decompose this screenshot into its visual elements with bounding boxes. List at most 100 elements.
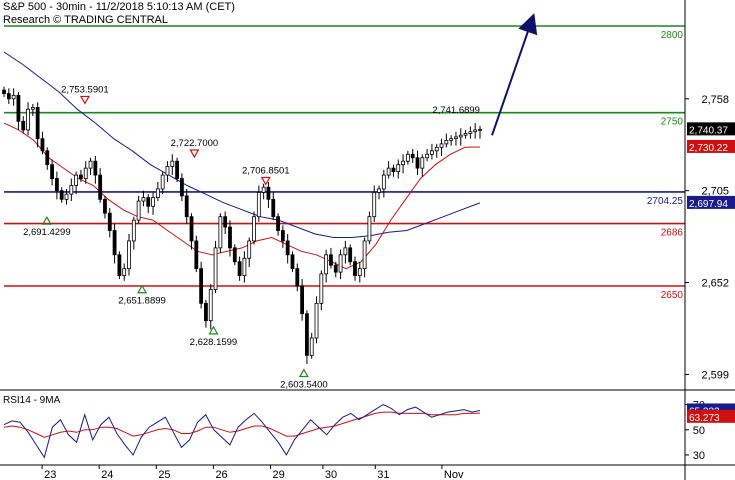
candle-body [353,261,357,277]
candle-body [30,107,35,110]
projection-arrow [491,13,538,136]
candle-body [223,216,228,228]
fast-ma-tag-label: 2,730.22 [689,143,728,154]
candle-body [309,337,314,356]
rsi-tick-label: 30 [693,450,705,462]
low-label: 2,651.8899 [118,296,166,307]
candle-body [300,285,305,315]
candle-body [64,193,69,200]
low-label: 2,628.1599 [190,337,238,348]
candle-body [131,219,136,242]
candle-body [175,160,179,179]
level-label: 2686 [661,228,684,239]
candle-body [405,153,410,162]
candle-body [401,160,405,166]
candle-body [40,138,45,152]
candle-body [45,150,50,166]
candle-body [377,188,381,193]
price-tick-label: 2,599 [701,369,729,381]
candle-body [103,198,107,214]
time-tick-label: 26 [215,469,227,480]
candle-body [151,197,155,207]
time-tick-label: 29 [273,469,285,480]
candle-body [59,190,64,200]
chart-title: S&P 500 - 30min - 11/2/2018 5:10:13 AM (… [3,1,235,13]
level-label: 2800 [661,30,684,41]
rsi-line [3,404,481,459]
rsi-ma-line [3,411,481,438]
low-marker [208,325,219,335]
low-marker [298,368,309,378]
candle-body [204,302,208,322]
candle-body [26,108,30,131]
candle-body [367,216,372,242]
candle-body [160,174,165,190]
time-tick-label: 24 [101,469,113,480]
rsi-tick-label: 50 [693,425,705,437]
slow-ma-tag [687,195,735,209]
high-label: 2,722.7000 [171,138,219,149]
candle-body [141,197,146,202]
time-tick-label: 25 [158,469,170,480]
candle-body [69,185,74,195]
fast-ma-tag [687,139,735,153]
candle-body [280,230,285,242]
candle-body [88,160,93,169]
candle-body [290,254,295,270]
candle-body [261,186,266,193]
high-marker [189,149,200,159]
candle-body [468,131,473,134]
candle-body [449,138,454,141]
candle-body [232,247,237,263]
candle-body [11,94,16,100]
candle-body [348,247,353,263]
candle-body [21,120,26,131]
candle-body [170,160,175,167]
candle-body [391,167,396,172]
candle-body [276,216,280,231]
rsi-title: RSI14 - 9MA [3,395,61,406]
time-tick-label: 30 [325,469,337,480]
candle-body [410,153,415,159]
candle-body [439,143,444,148]
candle-body [324,254,329,275]
candle-body [396,164,401,173]
candle-body [454,136,458,140]
last-price-tag [687,122,735,136]
candle-body [74,174,79,186]
candle-body [218,216,223,249]
candle-body [415,157,420,169]
candle-body [237,261,242,277]
time-tick-label: 31 [377,469,389,480]
candle-body [357,268,362,276]
candle-body [54,178,59,192]
candle-body [194,240,199,270]
fast-moving-average-line [3,122,481,270]
candle-body [372,191,377,218]
time-tick-label: 23 [44,469,56,480]
candle-body [285,240,290,256]
candle-body [343,247,348,256]
candle-body [381,174,386,190]
candle-body [314,302,319,339]
candle-body [329,254,333,266]
candle-body [136,200,141,221]
candle-body [16,94,21,122]
low-marker [137,284,148,294]
candle-body [199,268,204,304]
candle-body [420,157,425,169]
candle-body [305,313,309,356]
candle-body [50,164,54,179]
candle-body [425,153,430,159]
candle-body [112,230,117,256]
candle-body [208,289,213,322]
candle-body [444,139,449,145]
low-label: 2,691.4299 [23,227,71,238]
candle-body [295,268,300,287]
candle-body [242,257,247,276]
candle-body [79,174,83,179]
candle-body [213,247,218,290]
high-label: 2,753.5901 [61,84,109,95]
candle-body [189,216,194,242]
